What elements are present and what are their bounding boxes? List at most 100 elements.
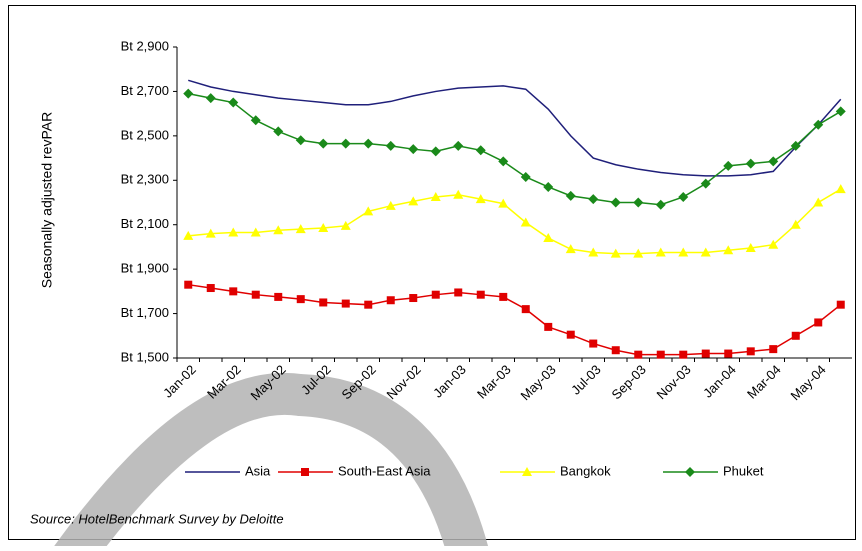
marker <box>611 346 620 355</box>
marker <box>273 225 284 235</box>
marker <box>475 194 486 204</box>
y-tick-label: Bt 1,700 <box>121 305 169 320</box>
marker <box>453 189 464 199</box>
marker <box>228 227 239 237</box>
marker <box>790 219 801 229</box>
marker <box>229 287 238 296</box>
marker <box>656 350 665 359</box>
marker <box>678 191 689 202</box>
marker <box>301 468 309 476</box>
marker <box>454 288 463 297</box>
legend-label: South-East Asia <box>338 463 431 478</box>
marker <box>385 140 396 151</box>
marker <box>295 224 306 234</box>
marker <box>790 140 801 151</box>
marker <box>341 299 350 308</box>
marker <box>679 350 688 359</box>
y-tick-label: Bt 2,100 <box>121 216 169 231</box>
watermark <box>52 372 490 551</box>
marker <box>768 239 779 249</box>
marker <box>431 290 440 299</box>
legend-label: Bangkok <box>560 463 611 478</box>
marker <box>835 106 846 117</box>
marker <box>385 200 396 210</box>
marker <box>769 345 778 354</box>
marker <box>475 145 486 156</box>
marker <box>814 318 823 327</box>
marker <box>273 126 284 137</box>
marker <box>522 467 532 476</box>
y-axis-title: Seasonally adjusted revPAR <box>39 112 55 288</box>
marker <box>430 146 441 157</box>
marker <box>543 181 554 192</box>
marker <box>723 160 734 171</box>
marker <box>521 305 530 314</box>
marker <box>544 322 553 331</box>
legend-label: Asia <box>245 463 271 478</box>
series-line <box>188 188 842 255</box>
legend-label: Phuket <box>723 463 764 478</box>
marker <box>634 350 643 359</box>
marker <box>610 197 621 208</box>
series-line <box>188 79 842 177</box>
marker <box>520 171 531 182</box>
marker <box>700 178 711 189</box>
marker <box>183 230 194 240</box>
marker <box>813 197 824 207</box>
marker <box>184 280 193 289</box>
y-tick-label: Bt 2,900 <box>121 38 169 53</box>
marker <box>835 184 846 194</box>
marker <box>655 247 666 257</box>
marker <box>364 300 373 309</box>
marker <box>250 227 261 237</box>
marker <box>363 206 374 216</box>
marker <box>296 295 305 304</box>
marker <box>745 158 756 169</box>
marker <box>565 190 576 201</box>
marker <box>250 115 261 126</box>
marker <box>588 247 599 257</box>
marker <box>205 93 216 104</box>
marker <box>453 140 464 151</box>
marker <box>205 228 216 238</box>
marker <box>633 248 644 258</box>
marker <box>319 298 328 307</box>
marker <box>318 223 329 233</box>
marker <box>295 135 306 146</box>
marker <box>340 138 351 149</box>
marker <box>543 233 554 243</box>
marker <box>318 138 329 149</box>
marker <box>363 138 374 149</box>
y-tick-label: Bt 1,500 <box>121 349 169 364</box>
marker <box>655 199 666 210</box>
marker <box>498 156 509 167</box>
marker <box>498 198 509 208</box>
marker <box>723 245 734 255</box>
marker <box>700 247 711 257</box>
marker <box>274 292 283 301</box>
marker <box>183 88 194 99</box>
marker <box>340 220 351 230</box>
y-tick-label: Bt 2,700 <box>121 83 169 98</box>
marker <box>566 330 575 339</box>
marker <box>685 467 695 477</box>
marker <box>791 331 800 340</box>
marker <box>588 194 599 205</box>
marker <box>565 244 576 254</box>
marker <box>701 349 710 358</box>
source-note: Source: HotelBenchmark Survey by Deloitt… <box>30 511 284 526</box>
marker <box>408 144 419 155</box>
marker <box>251 290 260 299</box>
marker <box>476 290 485 299</box>
marker <box>610 248 621 258</box>
marker <box>678 247 689 257</box>
marker <box>745 243 756 253</box>
marker <box>409 294 418 303</box>
marker <box>408 196 419 206</box>
marker <box>228 97 239 108</box>
marker <box>499 292 508 301</box>
marker <box>746 347 755 356</box>
marker <box>836 300 845 309</box>
y-tick-label: Bt 2,500 <box>121 127 169 142</box>
